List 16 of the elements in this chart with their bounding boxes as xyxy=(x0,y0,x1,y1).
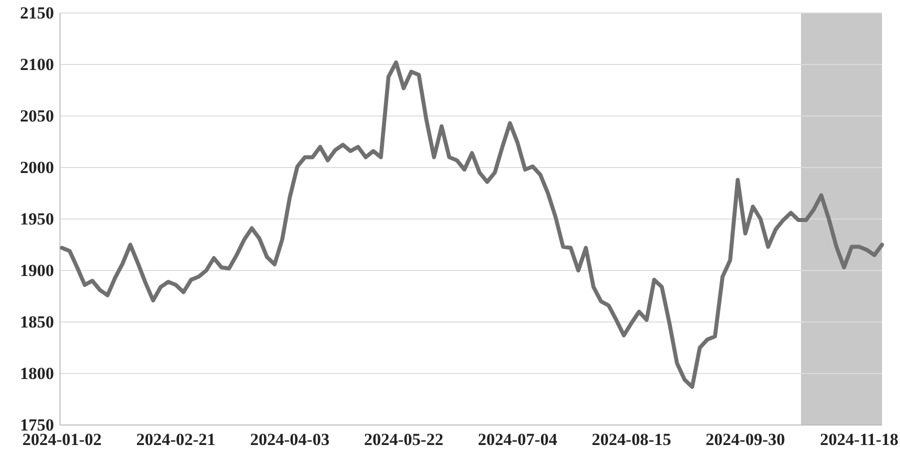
x-tick-label: 2024-05-22 xyxy=(364,430,444,450)
x-tick-label: 2024-04-03 xyxy=(250,430,330,450)
x-tick-label: 2024-02-21 xyxy=(136,430,216,450)
y-tick-label: 1850 xyxy=(20,312,54,332)
y-tick-label: 2100 xyxy=(20,54,54,74)
y-tick-label: 2000 xyxy=(20,158,54,177)
x-tick-label: 2024-07-04 xyxy=(478,430,558,450)
x-tick-label: 2024-11-18 xyxy=(820,430,898,450)
y-tick-label: 1900 xyxy=(20,260,54,280)
x-tick-label: 2024-08-15 xyxy=(592,430,672,450)
y-tick-label: 2150 xyxy=(20,3,54,22)
x-tick-label: 2024-09-30 xyxy=(706,430,785,450)
y-tick-label: 1800 xyxy=(20,364,54,383)
y-tick-label: 1950 xyxy=(20,209,54,228)
y-tick-label: 2050 xyxy=(20,106,54,126)
line-series xyxy=(60,60,884,389)
